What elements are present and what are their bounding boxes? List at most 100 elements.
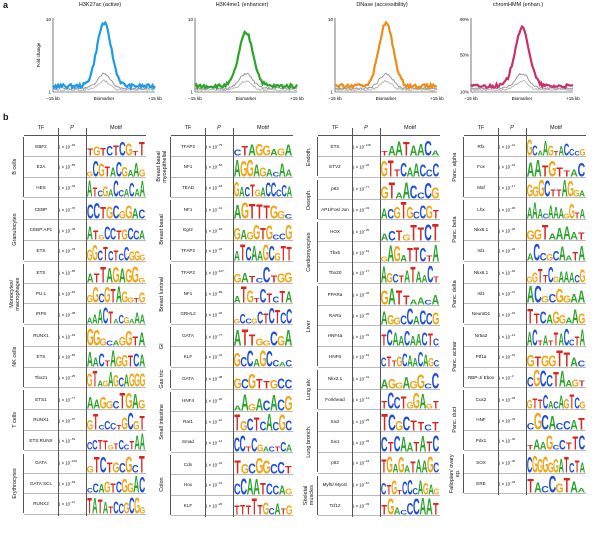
logo-letter: C (424, 222, 432, 242)
motif-row: HNF 1 × 10−33 C G C A C C A T (464, 410, 586, 431)
motif-row: NF1 1 × 10−41 A G T T T G G C (171, 199, 293, 221)
motif-row: GATA 1 × 10−77 A T T G G C G A (171, 326, 293, 347)
logo-letter: T (249, 200, 256, 220)
logo-letter: T (578, 232, 585, 241)
logo-letter: G (253, 221, 260, 240)
logo-letter: C (245, 243, 251, 261)
p-exponent: −22 (217, 418, 223, 423)
motif-row: GATA 1 × 10−38 G C G T T G C C (171, 369, 293, 390)
tf-name: PPARa (327, 292, 343, 298)
logo-letter: A (92, 312, 98, 324)
logo-letter: T (285, 464, 292, 474)
logo-letter: T (538, 339, 543, 347)
logo-letter: T (407, 245, 413, 263)
logo-letter: A (420, 390, 427, 410)
tf-name: ETV2 (329, 164, 341, 170)
logo-letter: T (105, 359, 110, 367)
p-value: 1 × 10−44 (205, 461, 233, 467)
logo-letter: T (111, 482, 116, 494)
tf-name: ETS (36, 248, 46, 253)
logo-letter: G (433, 487, 439, 495)
group-bracket (317, 222, 318, 283)
logo-letter: T (139, 454, 145, 474)
logo-letter: C (269, 445, 275, 453)
logo-letter: G (572, 378, 579, 387)
logo-letter: C (97, 249, 103, 261)
logo-letter: G (527, 351, 535, 368)
logo-letter: C (247, 416, 254, 432)
logo-letter: T (116, 424, 122, 431)
logo-letter: T (433, 400, 439, 410)
logo-letter: G (563, 295, 571, 304)
p-exponent: −30 (510, 206, 516, 211)
logo-letter: G (393, 317, 400, 326)
logo-letter: G (255, 455, 263, 475)
x-right-label: +15 kb (430, 96, 444, 101)
logo-letter: A (562, 178, 568, 198)
p-mantissa: 1 × 10 (352, 482, 365, 488)
logo-letter: A (97, 379, 103, 387)
logo-letter: A (421, 457, 427, 473)
logo-letter: C (433, 458, 439, 473)
logo-letter: G (564, 212, 570, 220)
p-exponent: −26 (510, 226, 516, 231)
logo-letter: C (432, 161, 439, 177)
logo-letter: A (286, 443, 292, 453)
motif-row: p63 1 × 10−19 T G A G A T A A G C (318, 453, 440, 474)
motif-row: Maf 1 × 10−17 G G G C T T A G G A (464, 177, 586, 199)
logo-letter: T (401, 394, 407, 410)
p-value: 1 × 10−63 (58, 143, 86, 149)
motif-row: Six1 1 × 10−22 C T C A A T A T C (318, 432, 440, 453)
logo-letter: C (281, 181, 286, 197)
tf-name: Nkx6.1 (473, 227, 489, 233)
logo-letter: T (538, 398, 543, 410)
motif-row: HES 1 × 10−34 A T C G A C C A C A A (24, 177, 146, 199)
column-rule (526, 128, 527, 496)
p-mantissa: 1 × 10 (498, 481, 511, 487)
logo-letter: C (116, 478, 122, 494)
logo-letter: T (256, 201, 262, 220)
logo-letter: G (103, 379, 109, 387)
logo-letter: C (400, 509, 407, 516)
p-value: 1 × 10−30 (498, 206, 526, 212)
logo-letter: T (410, 222, 417, 242)
motif-row: NF1 1 × 10−52 A G G A G A C A A (171, 157, 293, 178)
logo-letter: C (549, 293, 557, 304)
p-mantissa: 1 × 10 (498, 207, 511, 213)
logo-letter: A (532, 200, 538, 220)
logo-letter: C (279, 232, 286, 241)
tf-name: Myf5/ MyoG (322, 482, 348, 488)
logo-letter: T (240, 504, 245, 516)
logo-letter: A (240, 228, 247, 241)
logo-letter: C (407, 476, 413, 496)
group-bracket (463, 326, 464, 387)
p-mantissa: 1 × 10 (498, 144, 511, 150)
logo-letter: A (381, 264, 387, 284)
p-mantissa: 1 × 10 (205, 440, 218, 446)
logo-letter: A (548, 202, 553, 220)
logo-letter: T (128, 352, 133, 367)
p-value: 1 × 10−118 (352, 143, 380, 149)
p-mantissa: 1 × 10 (205, 398, 218, 404)
p-mantissa: 1 × 10 (498, 354, 511, 360)
logo-letter: T (129, 440, 134, 451)
motif-row: ETS 1 × 10−118 T A A T A A C A (318, 136, 440, 157)
logo-letter: G (99, 337, 107, 346)
x-mid-label: Biomarker (236, 96, 257, 101)
logo-letter: C (381, 433, 388, 452)
logo-letter: G (134, 495, 140, 515)
logo-letter: C (247, 348, 254, 368)
p-exponent: −23 (510, 479, 516, 484)
logo-letter: G (387, 496, 394, 516)
logo-letter: G (284, 270, 292, 284)
logo-letter: T (381, 412, 388, 432)
tf-name: Nr5a2 (474, 333, 488, 339)
signal-curve (334, 20, 438, 90)
p-exponent: −31 (364, 332, 370, 337)
header-motif: Motif (257, 125, 269, 131)
logo-letter: C (103, 305, 108, 325)
tf-name: GRHL2 (180, 311, 196, 317)
